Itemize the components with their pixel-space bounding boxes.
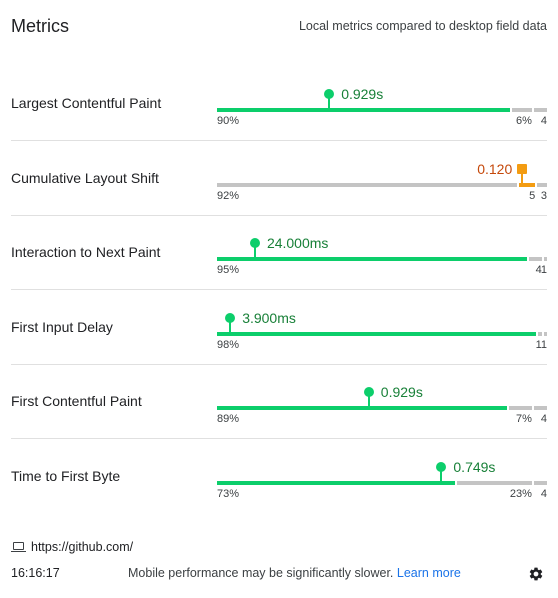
- metric-name: Time to First Byte: [11, 467, 121, 484]
- poor-segment: [533, 406, 547, 410]
- metric-name: Cumulative Layout Shift: [11, 169, 159, 186]
- poor-percent-label: 4: [540, 115, 547, 127]
- marker-stem: [229, 321, 232, 334]
- metric-row: First Input Delay 98% 1 1 3.900ms: [11, 290, 547, 365]
- good-percent-label: 95%: [217, 264, 240, 276]
- marker-stem: [367, 396, 370, 408]
- good-percent-label: 73%: [217, 487, 240, 500]
- bar-track: [217, 108, 547, 112]
- distribution-bar: 90% 6% 4 0.929s: [217, 66, 547, 140]
- ni-percent-label: 5: [529, 189, 536, 202]
- good-percent-label: 90%: [217, 115, 240, 127]
- needs-improvement-segment: [509, 406, 532, 410]
- distribution-bar: 98% 1 1 3.900ms: [217, 290, 547, 364]
- header: Metrics Local metrics compared to deskto…: [11, 0, 547, 52]
- marker-stem: [440, 470, 443, 483]
- good-segment: [217, 182, 517, 187]
- timestamp: 16:16:17: [11, 566, 60, 580]
- bar-track: [217, 182, 547, 187]
- good-percent-label: 92%: [217, 189, 240, 202]
- good-segment: [217, 257, 527, 261]
- metric-name: Interaction to Next Paint: [11, 244, 161, 260]
- ni-percent-label: 4: [535, 264, 542, 276]
- bar-track: [217, 406, 547, 410]
- poor-percent-label: 1: [540, 264, 547, 276]
- metric-value: 0.120: [477, 160, 513, 177]
- distribution-bar: 89% 7% 4 0.929s: [217, 364, 547, 438]
- metric-row: Cumulative Layout Shift 92% 5 3 0.120: [11, 141, 547, 216]
- marker-stem: [521, 172, 524, 185]
- metric-value: 0.749s: [453, 458, 496, 475]
- poor-segment: [533, 108, 547, 112]
- needs-improvement-segment: [512, 108, 532, 112]
- needs-improvement-segment: [528, 257, 542, 261]
- poor-percent-label: 4: [540, 413, 547, 425]
- distribution-bar: 92% 5 3 0.120: [217, 141, 547, 215]
- good-segment: [217, 331, 537, 336]
- page-url: https://github.com/: [11, 540, 133, 554]
- metric-value: 3.900ms: [242, 309, 296, 326]
- metric-value: 0.929s: [380, 384, 423, 400]
- page-title: Metrics: [11, 16, 69, 36]
- distribution-bar: 73% 23% 4 0.749s: [217, 439, 547, 513]
- good-segment: [217, 406, 508, 410]
- bar-track: [217, 480, 547, 485]
- metric-name: First Input Delay: [11, 318, 113, 335]
- marker-stem: [253, 247, 256, 259]
- metric-value: 0.929s: [341, 86, 384, 102]
- ni-percent-label: 1: [535, 338, 542, 351]
- ni-percent-label: 7%: [516, 413, 532, 425]
- footer-message-text: Mobile performance may be significantly …: [128, 566, 394, 580]
- metric-row: Time to First Byte 73% 23% 4 0.749s: [11, 439, 547, 513]
- value-marker: [249, 238, 260, 248]
- bar-track: [217, 331, 547, 336]
- url-text: https://github.com/: [31, 540, 134, 554]
- poor-percent-label: 3: [540, 189, 547, 202]
- good-segment: [217, 480, 455, 485]
- laptop-icon: [11, 541, 26, 553]
- poor-percent-label: 1: [540, 338, 547, 351]
- needs-improvement-segment: [456, 480, 532, 485]
- value-marker: [363, 387, 374, 397]
- ni-percent-label: 6%: [516, 115, 532, 127]
- poor-segment: [533, 480, 547, 485]
- metric-row: First Contentful Paint 89% 7% 4 0.929s: [11, 364, 547, 439]
- metric-row: Interaction to Next Paint 95% 4 1 24.000ms: [11, 215, 547, 290]
- ni-percent-label: 23%: [509, 487, 532, 500]
- poor-percent-label: 4: [540, 487, 547, 500]
- page-subtitle: Local metrics compared to desktop field …: [298, 19, 547, 33]
- poor-segment: [543, 257, 547, 261]
- marker-stem: [328, 98, 331, 110]
- good-segment: [217, 108, 511, 112]
- value-marker: [324, 89, 335, 99]
- gear-icon[interactable]: [528, 566, 544, 582]
- metric-name: First Contentful Paint: [11, 393, 142, 409]
- metric-name: Largest Contentful Paint: [11, 95, 162, 111]
- needs-improvement-segment: [538, 331, 542, 336]
- footer-message: Mobile performance may be significantly …: [128, 566, 461, 580]
- good-percent-label: 89%: [217, 413, 240, 425]
- poor-segment: [543, 331, 547, 336]
- distribution-bar: 95% 4 1 24.000ms: [217, 215, 547, 289]
- good-percent-label: 98%: [217, 338, 240, 351]
- value-marker: [517, 163, 528, 174]
- metric-value: 24.000ms: [266, 235, 329, 251]
- bar-track: [217, 257, 547, 261]
- learn-more-link[interactable]: Learn more: [396, 566, 461, 580]
- value-marker: [225, 312, 236, 323]
- poor-segment: [537, 182, 547, 187]
- needs-improvement-segment: [518, 182, 536, 187]
- metric-row: Largest Contentful Paint 90% 6% 4 0.929s: [11, 66, 547, 141]
- value-marker: [436, 461, 447, 472]
